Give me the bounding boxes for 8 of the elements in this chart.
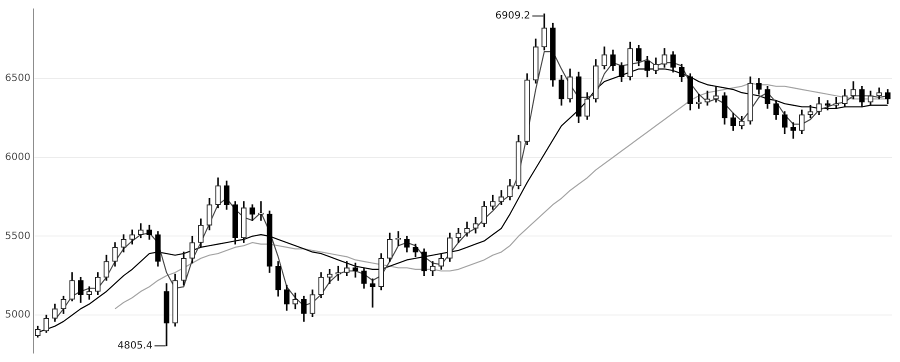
annotation: 6909.2 (495, 10, 530, 22)
candlestick (713, 86, 719, 102)
annotation: 4805.4 (118, 340, 153, 352)
y-tick-label: 6500 (4, 73, 30, 84)
candlestick (370, 278, 376, 308)
y-tick-label: 6000 (4, 152, 30, 163)
y-tick-label: 5000 (4, 310, 30, 321)
y-tick-label: 5500 (4, 230, 30, 242)
